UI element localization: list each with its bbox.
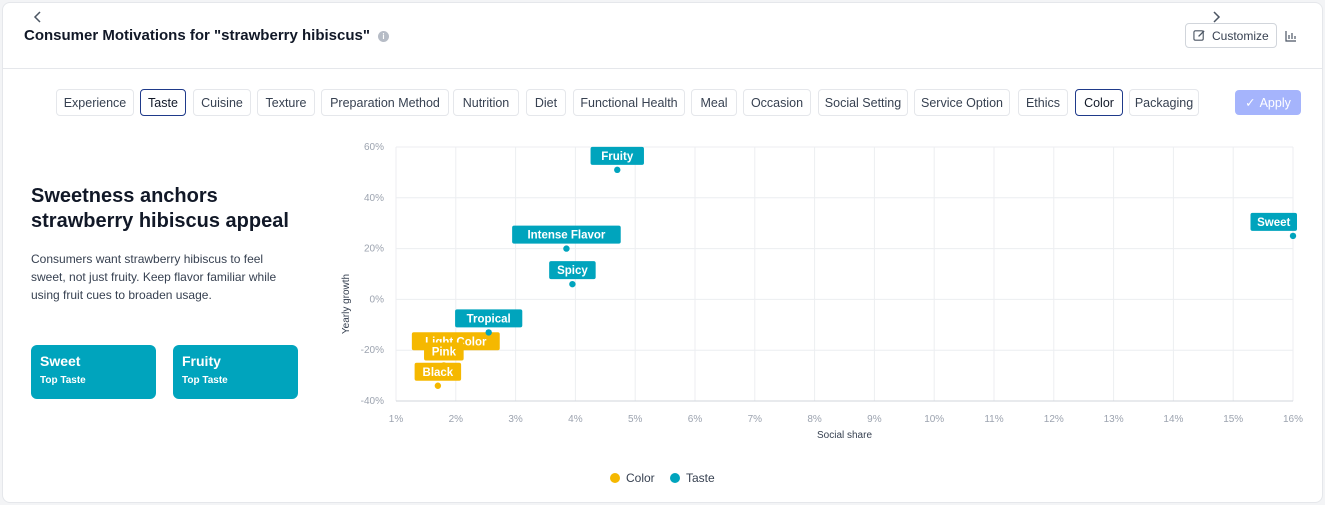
tab-meal[interactable]: Meal — [691, 89, 737, 116]
scroll-right-icon[interactable] — [1209, 10, 1223, 24]
data-point — [485, 329, 492, 336]
tab-nutrition[interactable]: Nutrition — [453, 89, 519, 116]
x-tick-label: 2% — [449, 414, 464, 425]
x-tick-label: 9% — [867, 414, 882, 425]
x-tick-label: 13% — [1104, 414, 1124, 425]
tab-service-option[interactable]: Service Option — [914, 89, 1010, 116]
card-header: Consumer Motivations for "strawberry hib… — [3, 3, 1322, 69]
page-title: Consumer Motivations for "strawberry hib… — [24, 27, 389, 44]
scatter-chart: 1% 2% 3% 4% 5% 6% 7% 8% 9% 10% 11% 12% 13% 14% 15% 16% 6… — [341, 142, 1303, 485]
y-tick-label: -20% — [361, 345, 384, 356]
data-label: Intense Flavor — [527, 230, 605, 242]
data-point — [434, 382, 442, 389]
x-tick-label: 5% — [628, 414, 643, 425]
x-tick-label: 12% — [1044, 414, 1064, 425]
customize-button[interactable]: Customize — [1185, 23, 1277, 48]
data-point — [563, 245, 570, 252]
apply-label: Apply — [1259, 95, 1291, 110]
data-label: Pink — [432, 346, 457, 358]
stat-value: Fruity — [182, 353, 221, 369]
data-label-box — [455, 309, 523, 328]
data-point — [614, 166, 621, 174]
legend-marker — [670, 473, 680, 483]
tab-experience[interactable]: Experience — [56, 89, 134, 116]
x-tick-label: 6% — [688, 414, 703, 425]
scroll-left-icon[interactable] — [31, 10, 45, 24]
x-tick-label: 16% — [1283, 414, 1303, 425]
tab-texture[interactable]: Texture — [257, 89, 315, 116]
apply-button[interactable]: ✓ Apply — [1235, 90, 1301, 115]
x-tick-label: 4% — [568, 414, 583, 425]
customize-label: Customize — [1212, 28, 1269, 43]
insight-description: Consumers want strawberry hibiscus to fe… — [31, 252, 277, 302]
y-tick-label: 60% — [364, 142, 384, 153]
y-tick-label: 20% — [364, 244, 384, 255]
tab-functional-health[interactable]: Functional Health — [573, 89, 685, 116]
x-tick-label: 3% — [508, 414, 523, 425]
tab-social-setting[interactable]: Social Setting — [818, 89, 908, 116]
x-tick-label: 14% — [1163, 414, 1183, 425]
tab-preparation-method[interactable]: Preparation Method — [321, 89, 449, 116]
data-label: Fruity — [601, 151, 634, 163]
data-label: Spicy — [557, 265, 588, 277]
stat-value: Sweet — [40, 353, 81, 369]
x-tick-label: 11% — [984, 414, 1003, 425]
data-label-box — [1250, 212, 1297, 231]
tab-occasion[interactable]: Occasion — [743, 89, 811, 116]
data-label-box — [414, 362, 462, 381]
stat-card-fruity: Fruity Top Taste — [173, 345, 298, 399]
data-label-box — [590, 146, 644, 165]
stat-label: Top Taste — [182, 375, 228, 386]
y-tick-label: -40% — [361, 396, 384, 407]
tab-diet[interactable]: Diet — [526, 89, 566, 116]
tab-ethics[interactable]: Ethics — [1018, 89, 1068, 116]
x-tick-label: 15% — [1223, 414, 1243, 425]
legend-label: Taste — [686, 471, 715, 485]
data-label-box — [549, 261, 596, 280]
y-tick-label: 40% — [364, 193, 384, 204]
x-tick-label: 8% — [807, 414, 822, 425]
data-point — [1289, 232, 1297, 240]
tab-cuisine[interactable]: Cuisine — [193, 89, 251, 116]
edit-icon — [1193, 30, 1205, 41]
data-label: Sweet — [1257, 217, 1290, 229]
legend-label: Color — [626, 471, 655, 485]
data-point — [569, 280, 576, 288]
check-icon: ✓ — [1245, 96, 1256, 110]
tab-packaging[interactable]: Packaging — [1129, 89, 1199, 116]
insight-headline: Sweetness anchors strawberry hibiscus ap… — [31, 185, 289, 232]
tab-color[interactable]: Color — [1075, 89, 1123, 116]
tab-taste[interactable]: Taste — [140, 89, 186, 116]
stat-card-sweet: Sweet Top Taste — [31, 345, 156, 399]
x-tick-label: 1% — [389, 414, 404, 425]
x-tick-label: 10% — [924, 414, 944, 425]
x-axis-title: Social share — [817, 430, 872, 441]
chart-export-icon[interactable] — [1283, 28, 1299, 44]
data-label: Black — [423, 367, 454, 379]
y-tick-label: 0% — [370, 294, 385, 305]
info-icon[interactable]: i — [377, 31, 389, 42]
legend-marker — [610, 473, 620, 483]
data-label-box — [424, 342, 464, 361]
stat-label: Top Taste — [40, 375, 86, 386]
y-axis-title: Yearly growth — [341, 274, 352, 334]
x-tick-label: 7% — [748, 414, 763, 425]
data-label: Tropical — [467, 313, 511, 325]
data-label-box — [512, 225, 621, 244]
